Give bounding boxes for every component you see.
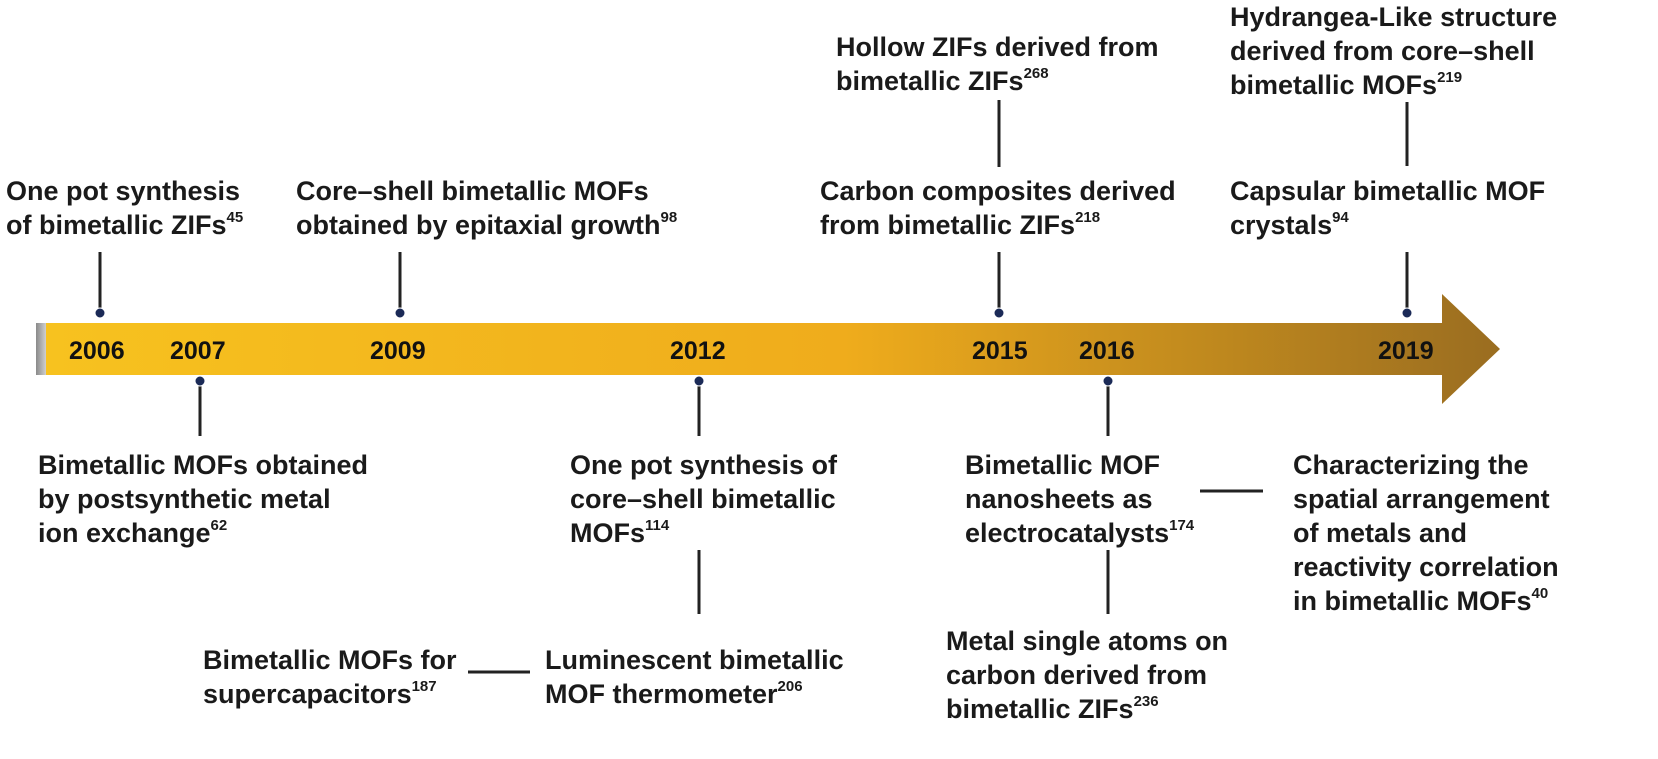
event-line: derived from core–shell [1230, 36, 1535, 66]
reference-number: 45 [226, 209, 244, 226]
reference-number: 206 [777, 678, 803, 695]
event-line: Hollow ZIFs derived from [836, 32, 1159, 62]
event-line: Capsular bimetallic MOF [1230, 176, 1546, 206]
timeline-arrow-tail [36, 323, 46, 375]
reference-number: 98 [660, 209, 678, 226]
event-line: reactivity correlation [1293, 552, 1559, 582]
event-line: of bimetallic ZIFs45 [6, 209, 244, 240]
year-marker-dot [1401, 307, 1413, 319]
event-line: bimetallic ZIFs236 [946, 693, 1159, 724]
year-marker-dot [94, 307, 106, 319]
event-line: Bimetallic MOFs for [203, 645, 457, 675]
event-carbon-composites: Carbon composites derived from bimetallic… [820, 174, 1176, 242]
reference-number: 174 [1169, 517, 1195, 534]
event-luminescent-thermometer: Luminescent bimetallic MOF thermometer206 [545, 643, 844, 711]
reference-number: 40 [1531, 585, 1549, 602]
year-marker-dot [993, 307, 1005, 319]
connector-lines [98, 100, 1409, 674]
event-line: Metal single atoms on [946, 626, 1229, 656]
event-line: Bimetallic MOFs obtained [38, 450, 369, 480]
event-line: ion exchange62 [38, 517, 228, 548]
event-line: nanosheets as [965, 484, 1153, 514]
year-marker-dot [394, 307, 406, 319]
event-capsular-mof: Capsular bimetallic MOF crystals94 [1230, 174, 1545, 242]
event-line: bimetallic ZIFs268 [836, 65, 1049, 96]
reference-number: 268 [1023, 65, 1049, 82]
event-line: MOFs114 [570, 517, 670, 548]
timeline-arrow [44, 294, 1500, 404]
event-hollow-zifs: Hollow ZIFs derived from bimetallic ZIFs2… [836, 30, 1159, 98]
year-2009: 2009 [370, 337, 426, 365]
event-postsynthetic-exchange: Bimetallic MOFs obtained by postsynthetic… [38, 448, 368, 550]
event-line: bimetallic MOFs219 [1230, 69, 1463, 100]
event-line: MOF thermometer206 [545, 678, 803, 709]
reference-number: 94 [1332, 209, 1349, 226]
event-line: Carbon composites derived [820, 176, 1176, 206]
reference-number: 187 [411, 678, 437, 695]
event-line: core–shell bimetallic [570, 484, 836, 514]
event-line: Hydrangea-Like structure [1230, 2, 1558, 32]
event-line: carbon derived from [946, 660, 1208, 690]
event-line: One pot synthesis [6, 176, 241, 206]
event-hydrangea-like: Hydrangea-Like structure derived from cor… [1230, 0, 1557, 102]
reference-number: 218 [1075, 209, 1101, 226]
event-line: of metals and [1293, 518, 1468, 548]
year-marker-dot [1102, 375, 1114, 387]
event-line: Luminescent bimetallic [545, 645, 844, 675]
event-one-pot-bimetallic-zifs: One pot synthesis of bimetallic ZIFs45 [6, 174, 243, 242]
event-spatial-arrangement: Characterizing the spatial arrangement of … [1293, 448, 1559, 618]
event-line: from bimetallic ZIFs218 [820, 209, 1101, 240]
reference-number: 219 [1437, 69, 1463, 86]
event-mof-nanosheets: Bimetallic MOF nanosheets as electrocataly… [965, 448, 1194, 550]
year-marker-dot [693, 375, 705, 387]
event-one-pot-core-shell: One pot synthesis of core–shell bimetalli… [570, 448, 837, 550]
event-line: electrocatalysts174 [965, 517, 1195, 548]
event-line: crystals94 [1230, 209, 1349, 240]
event-line: One pot synthesis of [570, 450, 838, 480]
event-line: obtained by epitaxial growth98 [296, 209, 678, 240]
event-line: Bimetallic MOF [965, 450, 1161, 480]
year-marker-dot [194, 375, 206, 387]
year-2019: 2019 [1378, 337, 1434, 365]
event-line: spatial arrangement [1293, 484, 1550, 514]
year-2016: 2016 [1079, 337, 1135, 365]
year-2012: 2012 [670, 337, 726, 365]
event-line: Characterizing the [1293, 450, 1529, 480]
event-line: Core–shell bimetallic MOFs [296, 176, 649, 206]
event-line: supercapacitors187 [203, 678, 437, 709]
event-core-shell-epitaxial: Core–shell bimetallic MOFs obtained by ep… [296, 174, 677, 242]
year-2015: 2015 [972, 337, 1028, 365]
event-supercapacitors: Bimetallic MOFs for supercapacitors187 [203, 643, 457, 711]
event-line: by postsynthetic metal [38, 484, 331, 514]
event-metal-single-atoms: Metal single atoms on carbon derived from… [946, 624, 1228, 726]
year-markers [94, 307, 1413, 387]
event-line: in bimetallic MOFs40 [1293, 585, 1549, 616]
reference-number: 236 [1133, 693, 1159, 710]
reference-number: 62 [210, 517, 228, 534]
reference-number: 114 [645, 517, 670, 534]
year-2006: 2006 [69, 337, 125, 365]
year-2007: 2007 [170, 337, 226, 365]
